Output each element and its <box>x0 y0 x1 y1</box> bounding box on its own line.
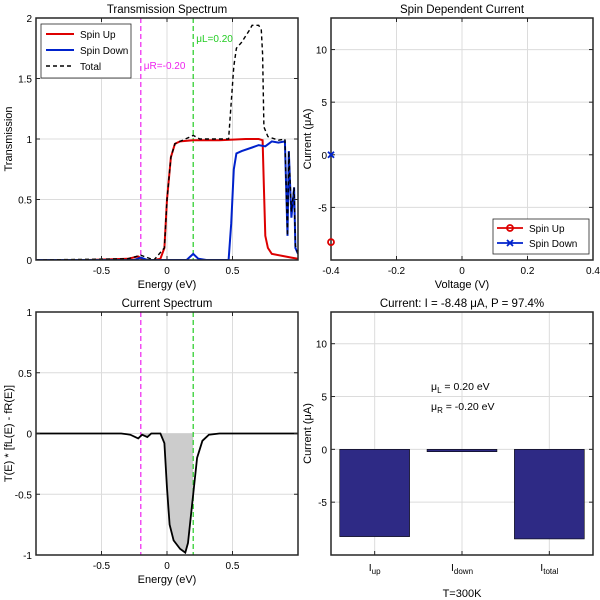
y-axis-label: T(E) * [fL(E) - fR(E)] <box>3 385 15 482</box>
annotation-l: μL = 0.20 eV <box>431 381 490 395</box>
category-label: Itotal <box>540 562 558 576</box>
x-axis-label: Energy (eV) <box>138 574 197 586</box>
x-tick-label: 0.4 <box>586 266 600 277</box>
bar-idown <box>426 449 498 452</box>
y-tick-label: 1 <box>26 308 32 319</box>
spin-current-chart: -5 0 5 10 -0.4 -0.2 0 0.2 0.4 Spin Dependent Curr… <box>302 4 600 291</box>
series-line-spin-down <box>36 140 298 260</box>
x-tick-label: 0 <box>459 266 465 277</box>
legend: Spin Up Spin Down <box>492 218 590 255</box>
data-point-spin-up <box>327 238 335 247</box>
annotation-mu-r: μR=-0.20 <box>144 61 186 72</box>
data-point-spin-down <box>327 151 335 159</box>
annotation-r: μR = -0.20 eV <box>431 401 495 415</box>
current-spectrum-chart: -1 -0.5 0 0.5 1 -0.5 0 0.5 Current Spectrum Energ… <box>3 298 299 586</box>
legend: Spin Up Spin Down Total <box>40 23 132 79</box>
legend-marker <box>506 224 514 232</box>
x-tick-label: -0.5 <box>93 266 111 277</box>
x-tick-label: -0.2 <box>388 266 406 277</box>
x-axis-label: Voltage (V) <box>435 279 489 291</box>
legend-entry: Spin Up <box>80 30 116 41</box>
y-tick-label: 1 <box>26 135 32 146</box>
series-line-total <box>36 24 298 260</box>
y-tick-label: 5 <box>321 393 327 404</box>
y-tick-label: 0 <box>26 256 32 267</box>
y-tick-label: 10 <box>316 340 328 351</box>
current-bar-chart: -5 0 5 10 Current: I = -8.48 μA, P = 97.4% T=… <box>302 298 594 600</box>
y-tick-label: 2 <box>26 14 32 25</box>
x-axis-label: T=300K <box>443 588 482 600</box>
y-tick-label: 0 <box>321 151 327 162</box>
y-tick-label: 1.5 <box>18 75 32 86</box>
y-tick-label: -5 <box>318 203 327 214</box>
x-tick-label: 0 <box>164 561 170 572</box>
y-tick-label: -0.5 <box>15 490 33 501</box>
bar-itotal <box>514 449 585 540</box>
chart-title: Current: I = -8.48 μA, P = 97.4% <box>380 298 544 310</box>
legend-entry: Spin Up <box>529 224 565 235</box>
annotation-mu-l: μL=0.20 <box>196 34 233 45</box>
chart-title: Transmission Spectrum <box>107 4 227 16</box>
bar-iup <box>339 449 410 537</box>
chart-title: Current Spectrum <box>122 298 213 310</box>
current-spectrum-line <box>36 432 298 555</box>
category-label: Idown <box>451 562 473 576</box>
y-axis-label: Current (μA) <box>302 109 314 170</box>
chart-title: Spin Dependent Current <box>400 4 525 16</box>
y-tick-label: 0 <box>26 430 32 441</box>
x-tick-label: -0.5 <box>93 561 111 572</box>
current-area-fill <box>140 433 194 553</box>
category-label: Iup <box>369 562 381 576</box>
y-tick-label: 0.5 <box>18 196 32 207</box>
legend-entry: Spin Down <box>529 239 577 250</box>
x-tick-label: 0.2 <box>521 266 535 277</box>
transmission-spectrum-chart: μR=-0.20 μL=0.20 0 0.5 1 1.5 2 -0.5 0 0.5 Transmis… <box>3 4 299 291</box>
x-tick-label: 0.5 <box>226 266 240 277</box>
y-tick-label: 0.5 <box>18 369 32 380</box>
legend-entry: Spin Down <box>80 46 128 57</box>
y-tick-label: 5 <box>321 98 327 109</box>
legend-entry: Total <box>80 62 101 73</box>
y-tick-label: -5 <box>318 498 327 509</box>
y-tick-label: -1 <box>23 551 32 562</box>
x-tick-label: 0 <box>164 266 170 277</box>
plot-area <box>36 312 298 555</box>
y-axis-label: Transmission <box>3 107 15 172</box>
y-axis-label: Current (μA) <box>302 403 314 464</box>
legend-marker <box>506 239 514 247</box>
y-tick-label: 10 <box>316 46 328 57</box>
x-tick-label: -0.4 <box>322 266 340 277</box>
y-tick-label: 0 <box>321 445 327 456</box>
x-axis-label: Energy (eV) <box>138 279 197 291</box>
x-tick-label: 0.5 <box>226 561 240 572</box>
